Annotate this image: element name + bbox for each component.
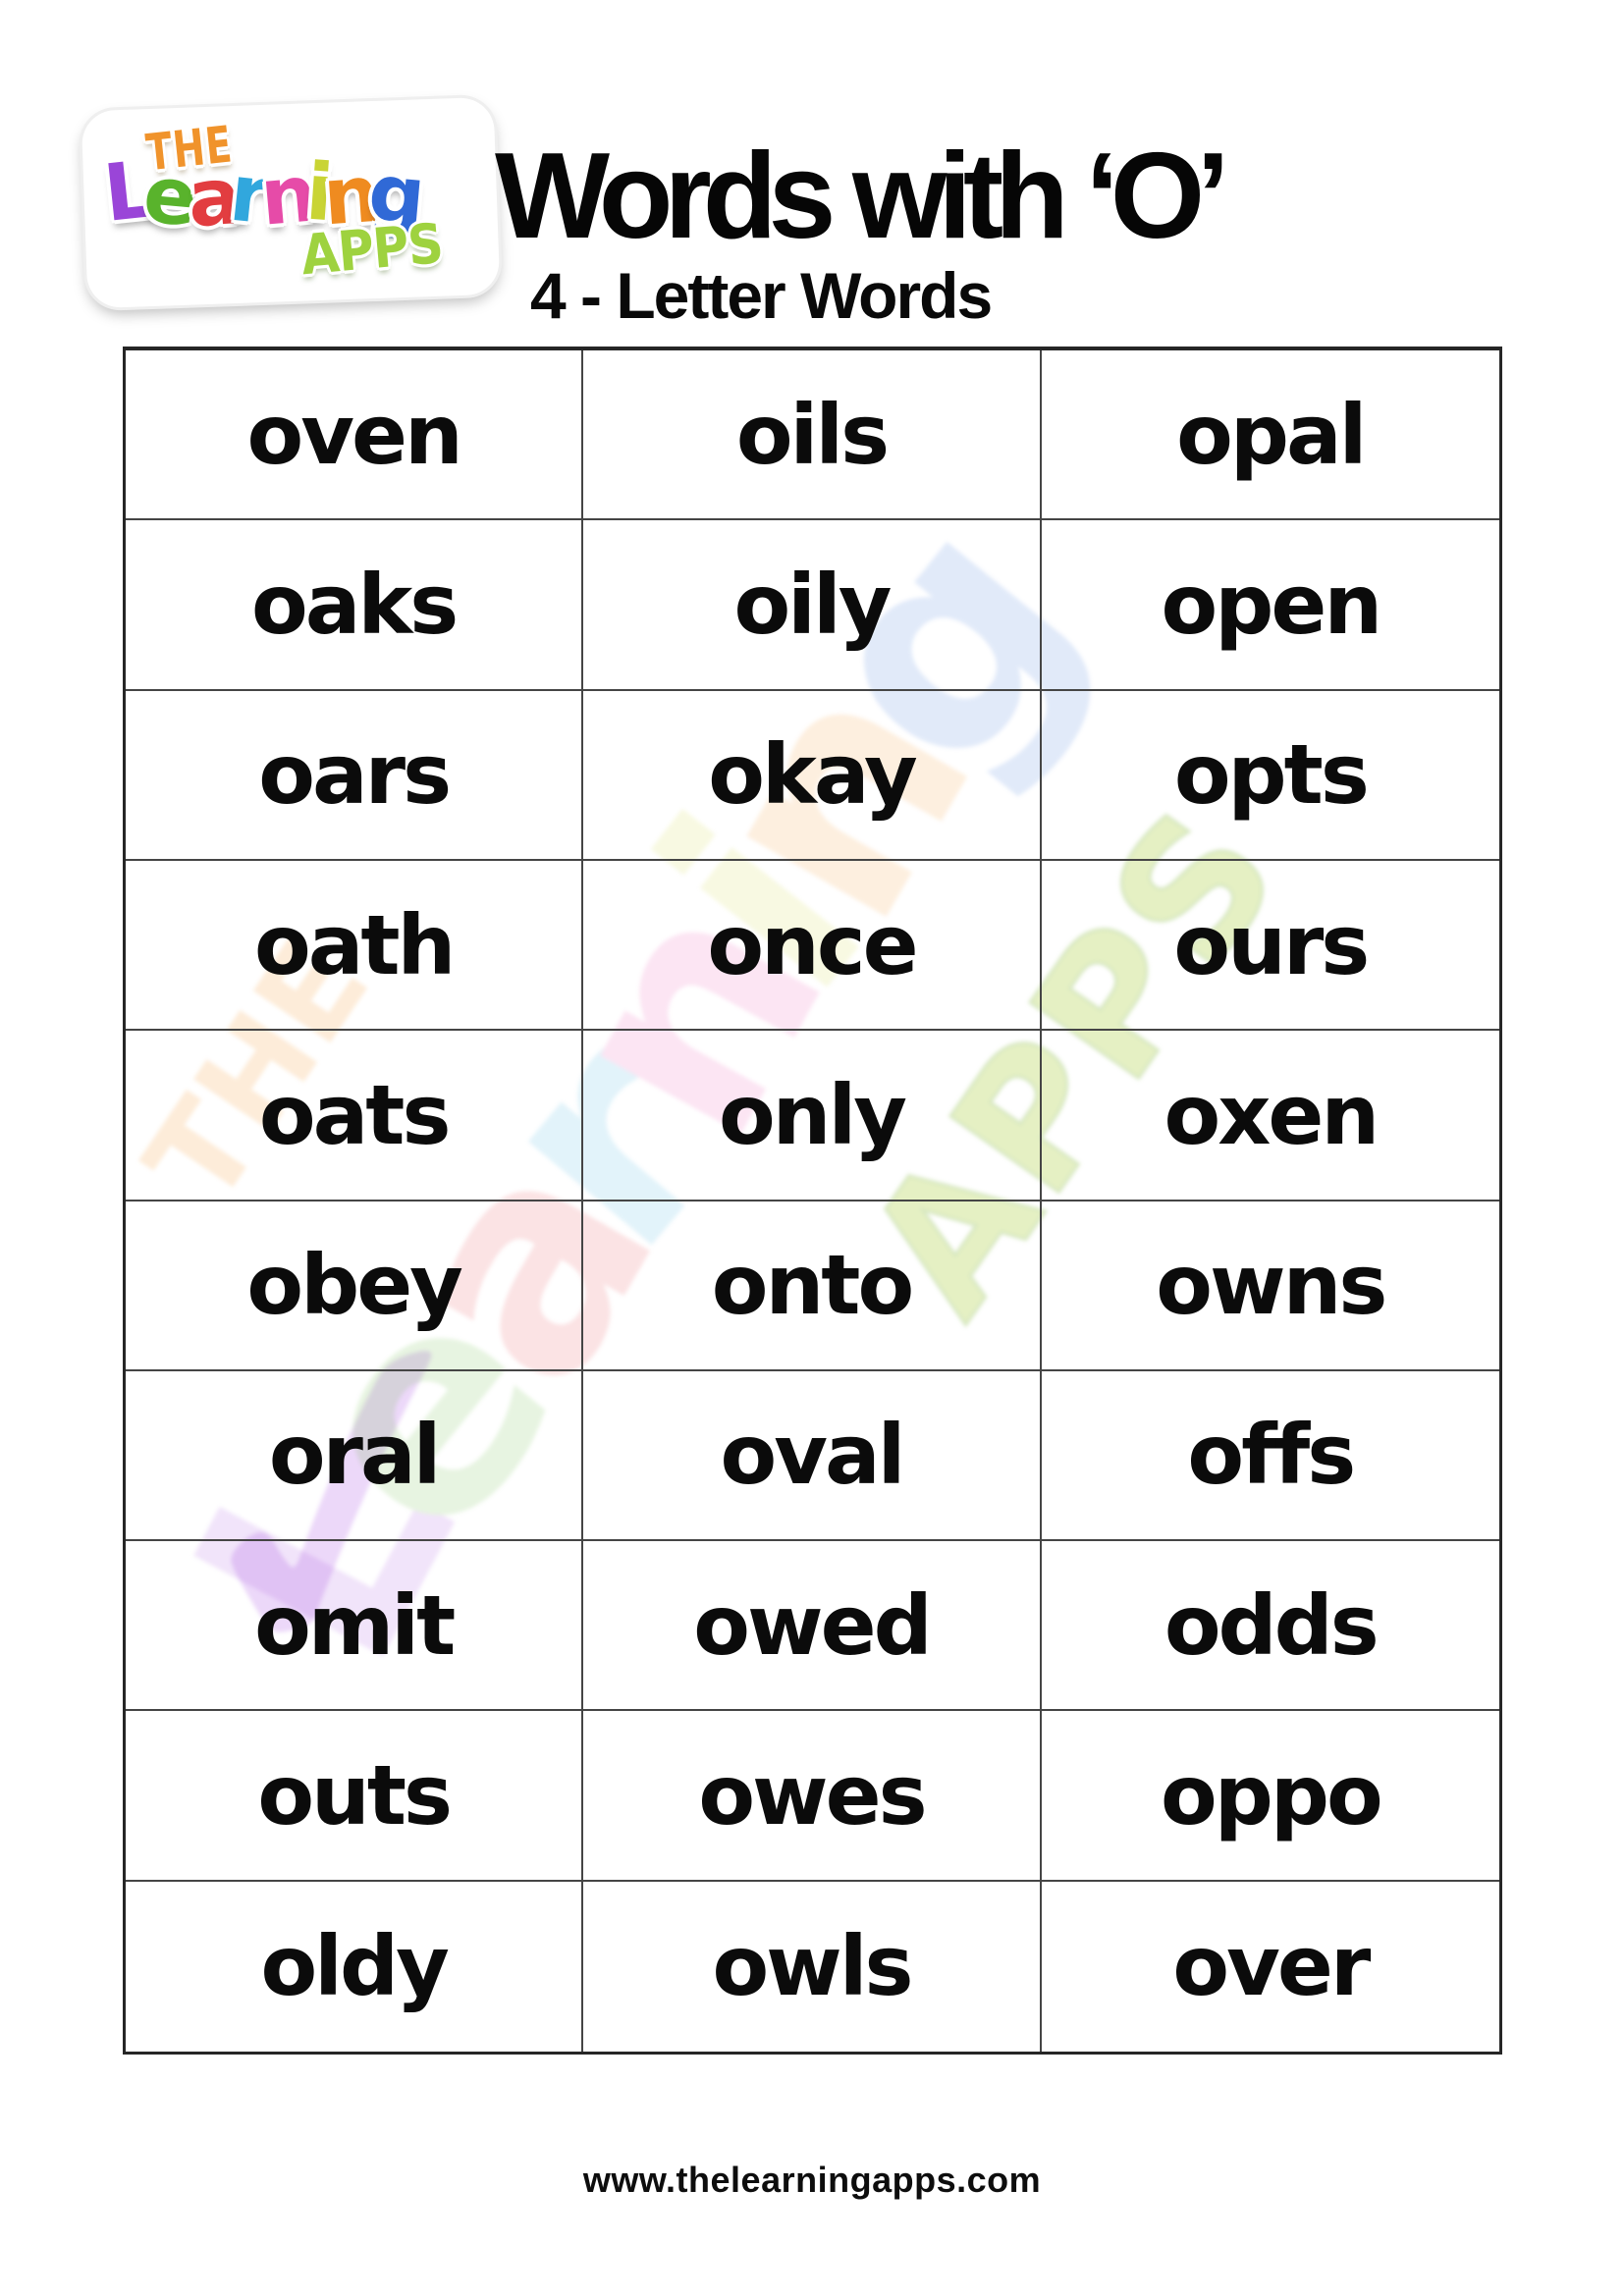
word-cell: oath	[126, 860, 584, 1032]
word-cell: once	[583, 860, 1042, 1032]
word-cell: ours	[1041, 861, 1499, 1032]
word-cell: oldy	[126, 1881, 584, 2052]
word-cell: oven	[126, 350, 584, 521]
word-cell: owed	[583, 1541, 1042, 1712]
page-subtitle: 4 - Letter Words	[530, 259, 993, 332]
word-cell: omit	[126, 1541, 584, 1712]
word-cell: okay	[583, 690, 1042, 861]
word-cell: outs	[126, 1711, 584, 1882]
word-cell: oars	[126, 690, 584, 861]
word-cell: odds	[1041, 1541, 1499, 1712]
word-cell: oppo	[1041, 1711, 1499, 1882]
word-cell: oral	[126, 1370, 584, 1542]
word-cell: oaks	[126, 520, 584, 691]
logo-letter-e: e	[139, 148, 191, 243]
word-cell: oxen	[1041, 1031, 1499, 1201]
word-cell: oils	[583, 350, 1042, 521]
word-cell: owes	[583, 1711, 1042, 1882]
word-cell: open	[1041, 520, 1499, 691]
word-table: oven oils opal oaks oily open oars okay opts oath…	[123, 347, 1502, 2055]
word-cell: oily	[583, 520, 1042, 691]
word-cell: offs	[1041, 1371, 1499, 1542]
word-cell: opal	[1041, 350, 1499, 521]
word-cell: over	[1172, 1918, 1371, 2015]
word-cell: onto	[583, 1201, 1042, 1371]
logo-word-apps: APPS	[298, 211, 446, 288]
word-cell: oval	[583, 1370, 1042, 1542]
footer-url: www.thelearningapps.com	[582, 2160, 1042, 2200]
page-title: Words with ‘O’	[495, 129, 1230, 264]
word-cell: obey	[126, 1201, 584, 1371]
word-cell: owns	[1041, 1201, 1499, 1371]
learning-apps-logo: THE Learning APPS	[81, 96, 501, 309]
word-cell: opts	[1041, 691, 1499, 861]
word-cell: oats	[126, 1031, 584, 1201]
word-cell: owls	[583, 1881, 1042, 2052]
word-cell: only	[583, 1031, 1042, 1201]
